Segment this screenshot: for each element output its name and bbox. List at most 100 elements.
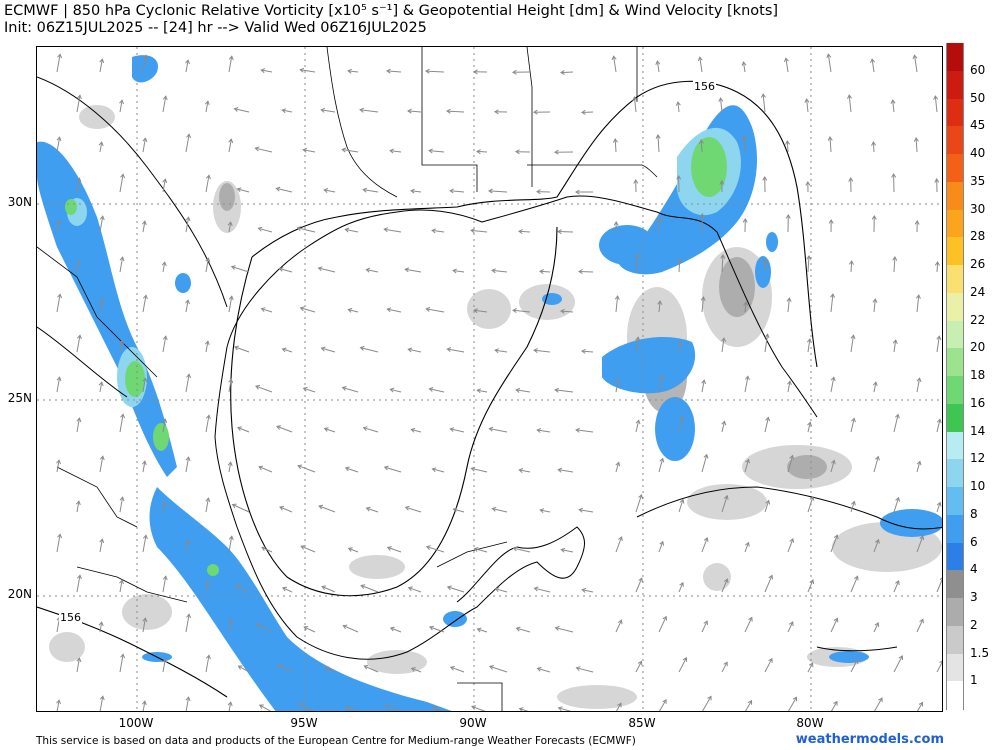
wind-arrow bbox=[744, 302, 747, 313]
wind-arrow bbox=[142, 535, 147, 553]
wind-arrow-head bbox=[679, 415, 685, 421]
wind-arrow-head bbox=[719, 180, 725, 185]
wind-arrow bbox=[142, 55, 147, 73]
wind-arrow-head bbox=[99, 695, 105, 701]
wind-arrow bbox=[453, 508, 465, 513]
colorbar-label: 16 bbox=[970, 395, 986, 410]
wind-arrow bbox=[830, 701, 838, 711]
wind-arrow bbox=[450, 428, 465, 433]
wind-arrow-head bbox=[56, 376, 62, 382]
colorbar-segment bbox=[946, 70, 964, 99]
colorbar-label: 12 bbox=[970, 451, 986, 466]
wind-arrow-head bbox=[518, 468, 524, 473]
wind-arrow-head bbox=[386, 68, 391, 74]
wind-arrow bbox=[142, 701, 146, 711]
colorbar-label: 3 bbox=[970, 590, 978, 604]
wind-arrow bbox=[721, 661, 728, 673]
wind-arrow bbox=[228, 379, 232, 393]
wind-arrow-head bbox=[205, 174, 211, 180]
wind-arrow bbox=[234, 108, 250, 113]
wind-arrow bbox=[513, 547, 531, 553]
wind-arrow bbox=[579, 509, 594, 513]
wind-arrow-head bbox=[912, 54, 918, 60]
wind-arrow-head bbox=[56, 459, 61, 465]
wind-arrow bbox=[142, 618, 146, 633]
wind-arrow-head bbox=[233, 345, 239, 351]
wind-arrow-head bbox=[614, 295, 620, 300]
wind-arrow-head bbox=[162, 418, 168, 424]
wind-arrow bbox=[701, 454, 708, 473]
colorbar-label: 4 bbox=[970, 562, 978, 577]
wind-arrow bbox=[613, 56, 617, 73]
wind-arrow bbox=[390, 627, 402, 633]
wind-arrow bbox=[576, 667, 594, 673]
wind-arrow bbox=[162, 576, 167, 593]
wind-arrow bbox=[324, 189, 336, 193]
brand-link[interactable]: weathermodels.com bbox=[795, 732, 944, 747]
wind-arrow-head bbox=[185, 456, 191, 462]
wind-arrow bbox=[76, 261, 80, 273]
wind-arrow bbox=[576, 429, 594, 433]
wind-arrow-head bbox=[389, 387, 395, 393]
wind-arrow-head bbox=[227, 701, 233, 707]
wind-arrow bbox=[261, 546, 273, 553]
wind-arrow bbox=[615, 379, 619, 393]
wind-arrow-head bbox=[615, 378, 621, 384]
wind-arrow-head bbox=[428, 148, 433, 154]
wind-arrow bbox=[301, 545, 316, 553]
wind-arrow-head bbox=[119, 339, 124, 345]
wind-arrow-head bbox=[655, 60, 661, 65]
wind-arrow bbox=[615, 619, 622, 633]
wind-arrow bbox=[56, 54, 61, 73]
wind-arrow-head bbox=[760, 93, 766, 98]
wind-arrow-head bbox=[633, 179, 639, 184]
wind-arrow-head bbox=[871, 215, 877, 220]
wind-arrow-head bbox=[185, 59, 190, 65]
wind-arrow bbox=[162, 96, 167, 113]
wind-arrow-head bbox=[871, 141, 877, 146]
wind-arrow bbox=[346, 705, 358, 711]
wind-arrow bbox=[477, 628, 488, 633]
colorbar-segment bbox=[946, 542, 964, 571]
wind-arrow-head bbox=[228, 535, 234, 541]
wind-arrow-head bbox=[891, 173, 897, 178]
wind-arrow-head bbox=[806, 255, 812, 260]
wind-arrow bbox=[162, 502, 166, 513]
wind-arrow-head bbox=[360, 584, 366, 589]
wind-arrow-head bbox=[275, 186, 281, 192]
wind-arrow-head bbox=[792, 696, 798, 702]
wind-arrow-head bbox=[560, 69, 565, 75]
wind-arrow-head bbox=[494, 348, 499, 354]
wind-arrow bbox=[162, 419, 166, 433]
wind-arrow bbox=[615, 536, 623, 553]
wind-arrow bbox=[426, 308, 445, 313]
wind-arrow bbox=[318, 505, 336, 513]
wind-arrow bbox=[300, 307, 316, 313]
wind-arrow bbox=[873, 622, 879, 633]
wind-arrow bbox=[282, 348, 293, 353]
wind-arrow bbox=[701, 696, 712, 711]
wind-arrow bbox=[234, 346, 250, 353]
wind-arrow bbox=[720, 98, 723, 113]
wind-arrow-head bbox=[617, 619, 623, 625]
wind-arrow bbox=[848, 95, 852, 113]
wind-arrow-head bbox=[635, 336, 641, 341]
colorbar-label: 20 bbox=[970, 340, 986, 355]
attribution-text: This service is based on data and produc… bbox=[36, 735, 636, 747]
wind-arrow bbox=[635, 661, 642, 673]
wind-arrow bbox=[361, 585, 379, 593]
wind-arrow-head bbox=[185, 539, 190, 545]
wind-arrow bbox=[474, 548, 488, 553]
wind-arrow-head bbox=[914, 220, 920, 225]
wind-arrow bbox=[232, 504, 250, 513]
wind-arrow-head bbox=[57, 533, 63, 539]
wind-arrow bbox=[205, 258, 209, 273]
wind-arrow bbox=[658, 616, 667, 633]
wind-arrow-head bbox=[321, 585, 327, 590]
wind-arrow-head bbox=[320, 346, 326, 352]
wind-arrow bbox=[555, 389, 574, 393]
wind-arrow bbox=[516, 389, 531, 393]
colorbar-segment bbox=[946, 431, 964, 460]
wind-arrow bbox=[76, 418, 80, 433]
wind-arrow-head bbox=[278, 267, 284, 272]
